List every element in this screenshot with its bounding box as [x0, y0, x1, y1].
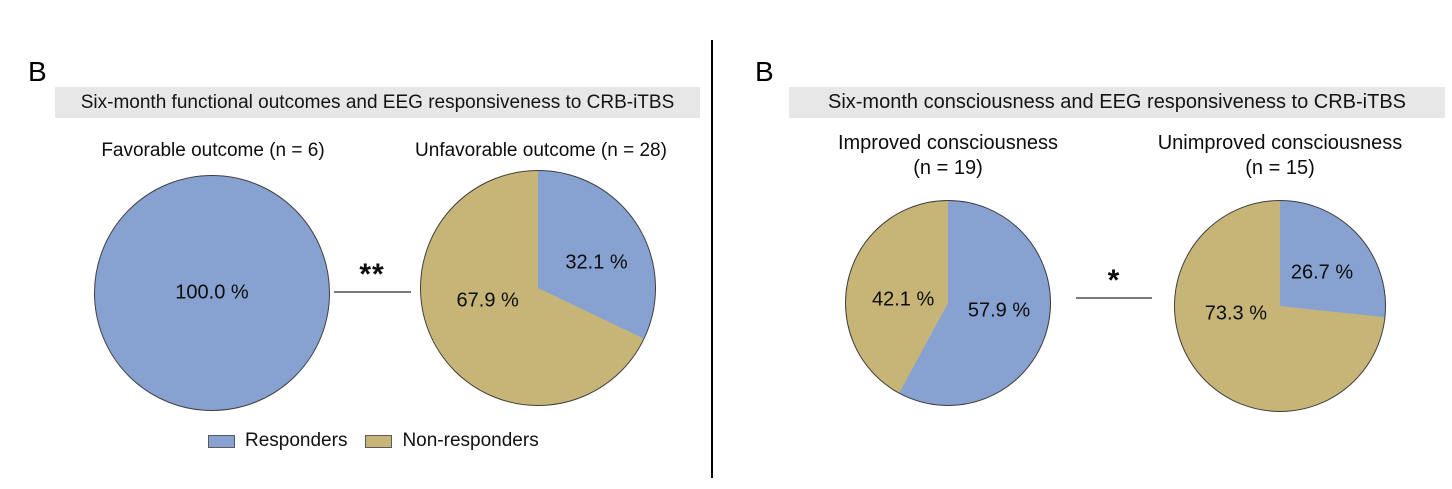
- pie-chart-favorable: 100.0 %: [94, 175, 330, 411]
- significance-line: [1076, 297, 1152, 299]
- pie-title-unfavorable: Unfavorable outcome (n = 28): [415, 140, 667, 161]
- pie-slice-label-responders: 26.7 %: [1290, 261, 1354, 284]
- responders-swatch-icon: [208, 434, 235, 448]
- pie-title-unimproved-line1: Unimproved consciousness: [1157, 132, 1403, 154]
- legend-item-responders: Responders: [208, 430, 347, 452]
- legend-label-non-responders: Non-responders: [402, 430, 539, 451]
- pie-title-improved-line1: Improved consciousness: [837, 132, 1059, 154]
- panel-left-label: B: [28, 56, 47, 87]
- legend-item-non-responders: Non-responders: [365, 430, 539, 452]
- panel-right-title-bar: Six-month consciousness and EEG responsi…: [789, 87, 1445, 118]
- pie-slice-label-non-responders: 42.1 %: [871, 288, 935, 311]
- pie-slice-label-non-responders: 67.9 %: [456, 289, 519, 312]
- pie-chart-improved: 57.9 % 42.1 %: [845, 200, 1051, 406]
- panel-right: B Six-month consciousness and EEG respon…: [712, 0, 1452, 489]
- pie-slice-label-non-responders: 73.3 %: [1204, 302, 1268, 325]
- pie-slice-label-responders: 100.0 %: [175, 281, 249, 304]
- significance-line: [334, 291, 411, 293]
- panel-right-label: B: [755, 56, 774, 87]
- panel-left: B Six-month functional outcomes and EEG …: [0, 0, 712, 489]
- pie-title-improved-line2: (n = 19): [913, 157, 983, 179]
- pie-chart-unfavorable: 32.1 % 67.9 %: [420, 170, 656, 406]
- pie-title-unimproved: Unimproved consciousness (n = 15): [1130, 131, 1430, 181]
- pie-slice-label-responders: 57.9 %: [967, 299, 1031, 322]
- pie-title-favorable: Favorable outcome (n = 6): [101, 140, 325, 161]
- pie-title-unimproved-line2: (n = 15): [1245, 157, 1315, 179]
- legend-left: Responders Non-responders: [208, 430, 539, 452]
- legend-label-responders: Responders: [245, 430, 348, 451]
- panel-divider: [711, 40, 713, 478]
- pie-title-improved: Improved consciousness (n = 19): [798, 131, 1098, 181]
- pie-slice-label-responders: 32.1 %: [565, 251, 628, 274]
- panel-left-title-bar: Six-month functional outcomes and EEG re…: [55, 87, 700, 118]
- pie-chart-unimproved: 26.7 % 73.3 %: [1174, 200, 1386, 412]
- non-responders-swatch-icon: [365, 434, 393, 448]
- significance-marker: **: [359, 258, 385, 291]
- significance-marker: *: [1107, 264, 1121, 297]
